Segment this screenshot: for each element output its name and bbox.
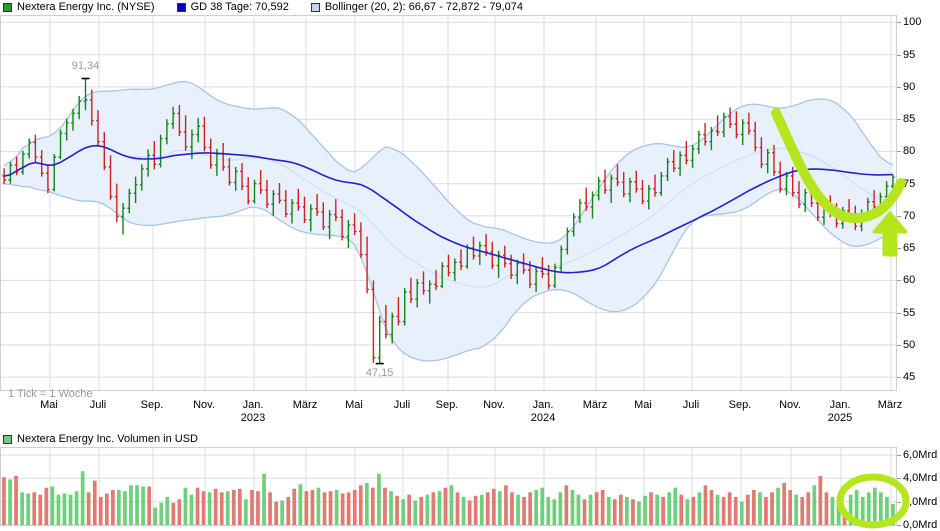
legend-entry-bollinger[interactable]: Bollinger (20, 2): 66,67 - 72,872 - 79,0… xyxy=(310,1,523,13)
x-axis-tick-label: März xyxy=(877,399,903,411)
tick-interval-label: 1 Tick = 1 Woche xyxy=(8,388,93,400)
x-axis-tick-label: Jan. 2025 xyxy=(827,399,853,424)
price-tick-label: 60 xyxy=(903,274,916,287)
legend-label-instrument: Nextera Energy Inc. (NYSE) xyxy=(17,1,155,13)
x-axis-tick-label: Juli xyxy=(393,399,411,411)
volume-chart-pane[interactable] xyxy=(0,447,897,526)
volume-tick-mark xyxy=(897,478,901,480)
volume-tick-label: 6,0Mrd xyxy=(903,449,938,461)
x-axis-tick-label: Juli xyxy=(682,399,700,411)
x-axis-tick-label: März xyxy=(582,399,608,411)
price-tick-mark xyxy=(897,215,901,217)
green-square-icon xyxy=(3,435,12,444)
price-plot-svg xyxy=(1,16,896,390)
legend-label-moving-average: GD 38 Tage: 70,592 xyxy=(190,1,289,13)
legend-entry-volume[interactable]: Nextera Energy Inc. Volumen in USD xyxy=(3,434,198,445)
price-tick-mark xyxy=(897,183,901,185)
price-tick-label: 100 xyxy=(903,16,922,29)
x-axis-tick-label: Sep. xyxy=(140,399,164,411)
legend-label-bollinger: Bollinger (20, 2): 66,67 - 72,872 - 79,0… xyxy=(324,1,523,13)
light-blue-square-icon xyxy=(310,3,320,12)
x-axis-tick-label: Juli xyxy=(89,399,107,411)
price-tick-mark xyxy=(897,22,901,24)
volume-plot-svg xyxy=(1,448,896,525)
price-tick-mark xyxy=(897,119,901,121)
x-axis-tick-label: Nov. xyxy=(193,399,215,411)
volume-tick-label: 2,0Mrd xyxy=(903,495,938,508)
price-tick-mark xyxy=(897,54,901,56)
x-axis-tick-label: Mai xyxy=(345,399,363,411)
price-tick-mark xyxy=(897,344,901,346)
volume-tick-mark xyxy=(897,501,901,503)
price-tick-label: 75 xyxy=(903,177,916,190)
price-y-axis: 100 95 90 85 80 75 70 65 60 55 50 45 xyxy=(897,15,940,391)
volume-y-axis: 0,0Mrd 2,0Mrd 4,0Mrd 6,0Mrd xyxy=(897,447,940,531)
volume-tick-label: 4,0Mrd xyxy=(903,472,938,485)
price-tick-label: 95 xyxy=(903,48,916,61)
low-price-annotation: 47,15 xyxy=(365,366,394,379)
price-tick-label: 55 xyxy=(903,306,916,319)
price-tick-mark xyxy=(897,86,901,88)
x-axis-tick-label: März xyxy=(292,399,318,411)
x-axis-tick-label: Sep. xyxy=(728,399,752,411)
price-tick-label: 50 xyxy=(903,338,916,351)
x-axis-tick-label: Jan. 2023 xyxy=(240,399,266,424)
price-tick-mark xyxy=(897,280,901,282)
price-tick-label: 65 xyxy=(903,242,916,255)
price-tick-mark xyxy=(897,377,901,379)
legend-label-volume: Nextera Energy Inc. Volumen in USD xyxy=(17,433,198,445)
price-tick-label: 80 xyxy=(903,145,916,158)
price-chart-legend: Nextera Energy Inc. (NYSE) GD 38 Tage: 7… xyxy=(0,0,940,15)
x-axis-tick-label: Jan. 2024 xyxy=(530,399,556,424)
x-axis-tick-label: Sep. xyxy=(435,399,459,411)
high-price-annotation: 91,34 xyxy=(71,59,100,72)
green-square-icon xyxy=(3,3,12,12)
x-axis-tick-label: Nov. xyxy=(779,399,801,411)
price-tick-mark xyxy=(897,312,901,314)
price-tick-label: 70 xyxy=(903,209,916,222)
x-axis: Mai Juli Sep. Nov. Jan. 2023 März Mai Juli Sep. No… xyxy=(0,391,902,441)
x-axis-tick-label: Mai xyxy=(40,399,58,411)
volume-tick-mark xyxy=(897,455,901,456)
volume-tick-label: 0,0Mrd xyxy=(903,519,938,531)
price-tick-mark xyxy=(897,151,901,153)
volume-chart-legend: Nextera Energy Inc. Volumen in USD xyxy=(0,432,940,447)
price-chart-pane[interactable] xyxy=(0,15,897,391)
legend-entry-moving-average[interactable]: GD 38 Tage: 70,592 xyxy=(176,1,289,13)
price-tick-label: 45 xyxy=(903,371,916,384)
price-tick-label: 90 xyxy=(903,80,916,93)
blue-square-icon xyxy=(176,3,186,12)
price-tick-mark xyxy=(897,248,901,250)
price-tick-label: 85 xyxy=(903,113,916,126)
legend-entry-instrument[interactable]: Nextera Energy Inc. (NYSE) xyxy=(3,2,155,13)
x-axis-tick-label: Mai xyxy=(634,399,652,411)
x-axis-tick-label: Nov. xyxy=(483,399,505,411)
